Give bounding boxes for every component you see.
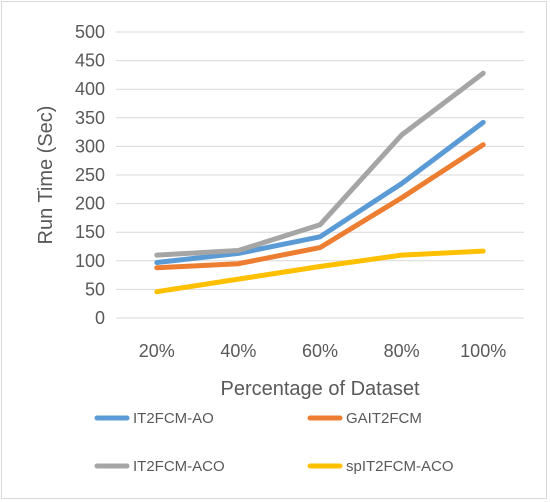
y-tick-label: 100 — [75, 251, 105, 271]
x-axis-ticks: 20% 40% 60% 80% 100% — [139, 341, 506, 361]
series-line-it2fcm-ao — [154, 119, 486, 265]
y-tick-label: 250 — [75, 165, 105, 185]
x-tick-label: 60% — [302, 341, 338, 361]
y-tick-label: 450 — [75, 51, 105, 71]
legend-label: IT2FCM-ACO — [133, 458, 225, 475]
series-lines — [154, 70, 486, 295]
series-line-spit2fcm-aco — [154, 248, 486, 295]
x-tick-label: 20% — [139, 341, 175, 361]
y-tick-label: 300 — [75, 136, 105, 156]
y-tick-label: 400 — [75, 79, 105, 99]
x-tick-label: 40% — [220, 341, 256, 361]
series-line-gait2fcm — [154, 142, 486, 271]
y-tick-label: 200 — [75, 194, 105, 214]
legend-label: IT2FCM-AO — [133, 410, 214, 427]
legend-label: GAIT2FCM — [346, 410, 422, 427]
x-tick-label: 80% — [384, 341, 420, 361]
legend-label: spIT2FCM-ACO — [346, 458, 454, 475]
y-tick-label: 0 — [95, 308, 105, 328]
y-tick-label: 500 — [75, 22, 105, 42]
x-tick-label: 100% — [460, 341, 506, 361]
x-axis-title: Percentage of Dataset — [220, 378, 419, 400]
y-tick-label: 50 — [85, 279, 105, 299]
y-tick-label: 150 — [75, 222, 105, 242]
legend: IT2FCM-AO GAIT2FCM IT2FCM-ACO spIT2FCM-ACO — [94, 410, 454, 475]
y-tick-label: 350 — [75, 108, 105, 128]
y-axis-ticks: 0 50 100 150 200 250 300 350 400 450 500 — [75, 22, 105, 328]
y-axis-title: Run Time (Sec) — [35, 106, 57, 245]
series-line-it2fcm-aco — [154, 70, 486, 258]
gridlines — [116, 31, 524, 319]
